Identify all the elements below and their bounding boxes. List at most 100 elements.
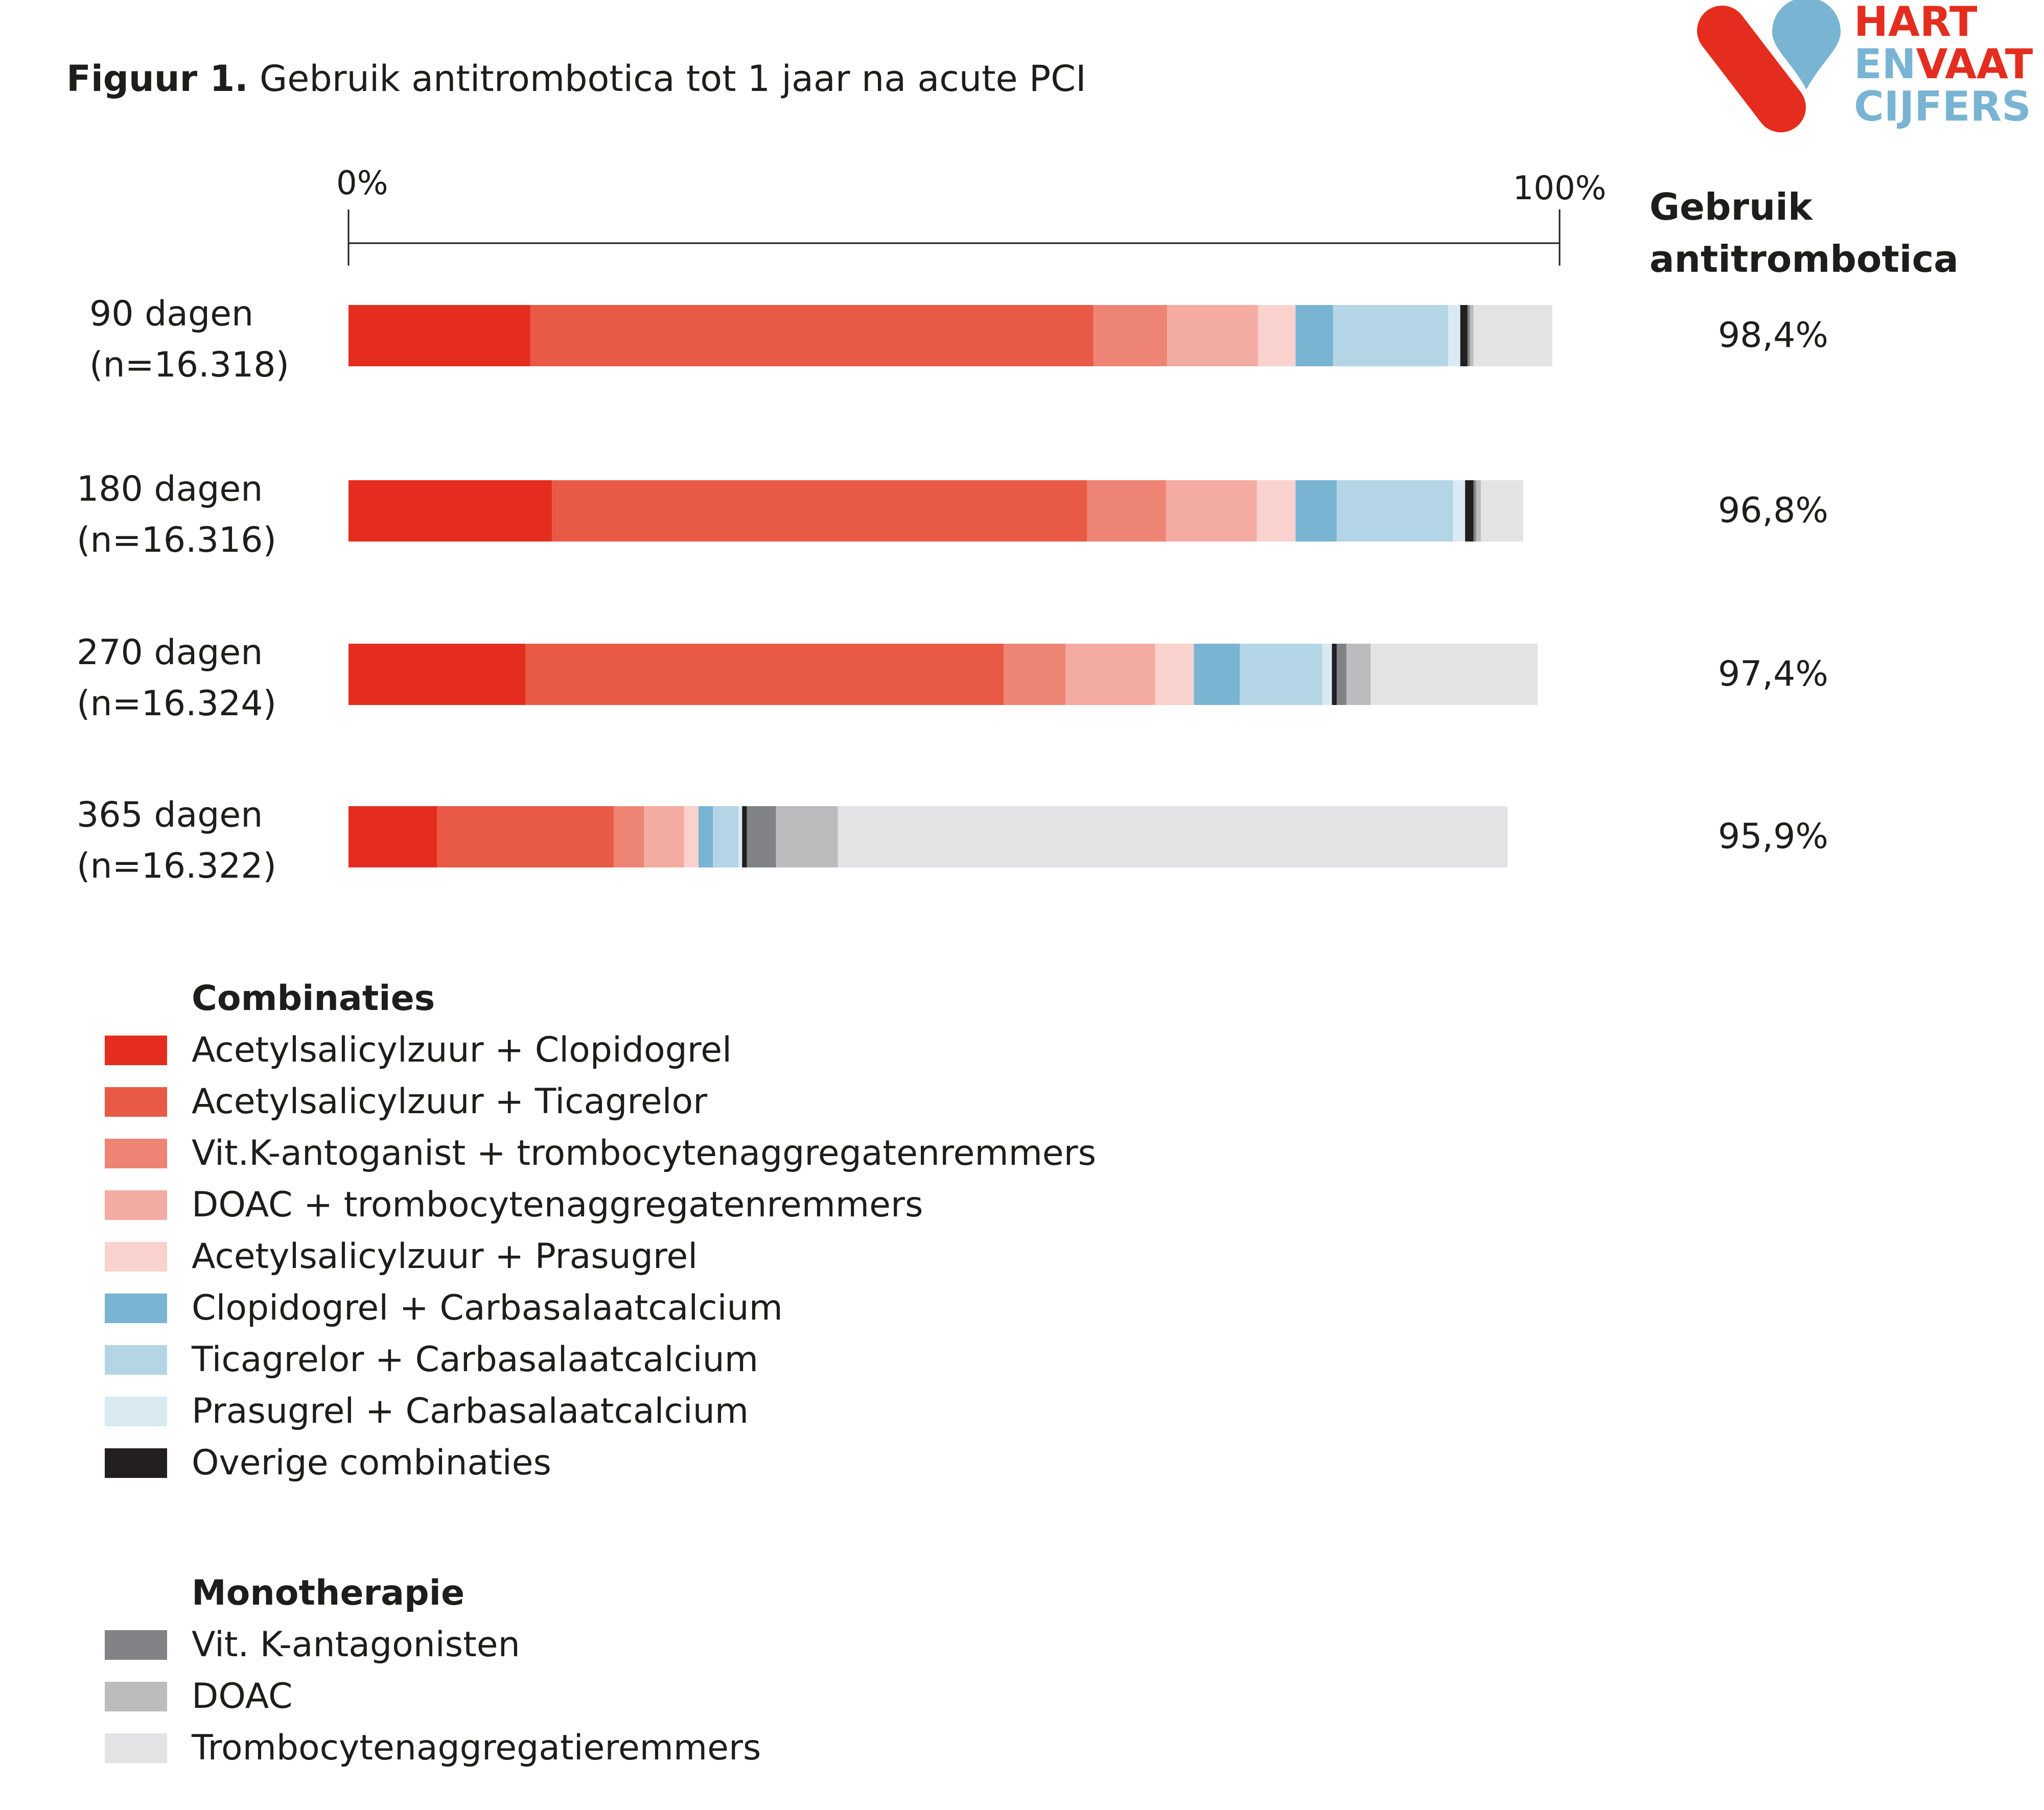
bar-segment-3-5 — [1155, 644, 1194, 705]
bar-segment-2-1 — [349, 480, 552, 542]
bar-segment-2-2 — [552, 480, 1087, 542]
bar-segment-1-10 — [1467, 305, 1470, 366]
bar-segment-2-12 — [1480, 480, 1523, 542]
legend-item: Acetylsalicylzuur + Clopidogrel — [105, 1024, 1096, 1076]
legend-group-monotherapie: Vit. K-antagonisten DOAC Trombocytenaggreg… — [105, 1619, 1096, 1774]
legend-swatch — [105, 1345, 167, 1375]
legend-swatch — [105, 1293, 167, 1323]
figure-number: Figuur 1. — [66, 58, 248, 100]
legend-heading-monotherapie: Monotherapie — [192, 1573, 465, 1613]
bar-segment-2-9 — [1465, 480, 1474, 542]
bar-segment-4-8 — [738, 806, 742, 867]
category-n-label: (n=16.316) — [77, 520, 276, 560]
hart-en-vaat-cijfers-logo: HART ENVAAT CIJFERS — [1697, 0, 2033, 132]
category-label: 90 dagen — [89, 294, 253, 334]
legend-swatch — [105, 1681, 167, 1711]
bar-segment-4-7 — [713, 806, 739, 867]
bar-segment-2-8 — [1453, 480, 1466, 542]
legend-swatch — [105, 1448, 167, 1478]
category-n-label: (n=16.318) — [89, 345, 289, 385]
bar-segment-3-11 — [1346, 644, 1371, 705]
bar-segment-1-11 — [1470, 305, 1474, 366]
category-label: 365 dagen — [77, 795, 263, 835]
figure-title: Figuur 1. Gebruik antitrombotica tot 1 j… — [66, 57, 1086, 100]
legend-swatch — [105, 1087, 167, 1117]
bar-segment-3-3 — [1004, 644, 1066, 705]
legend-swatch — [105, 1241, 167, 1272]
right-column-header-line1: Gebruik — [1650, 185, 1814, 228]
bar-segment-4-6 — [698, 806, 713, 867]
figure-caption: Gebruik antitrombotica tot 1 jaar na acu… — [248, 58, 1086, 100]
bar-segment-3-9 — [1332, 644, 1337, 705]
bar-segment-1-4 — [1167, 305, 1258, 366]
category-n-label: (n=16.322) — [77, 846, 276, 886]
legend-item: Acetylsalicylzuur + Prasugrel — [105, 1231, 1096, 1282]
bar-segment-1-5 — [1258, 305, 1296, 366]
bar-segment-3-1 — [349, 644, 526, 705]
total-usage-value: 97,4% — [1718, 654, 1828, 694]
bar-segment-1-12 — [1473, 305, 1552, 366]
legend-swatch — [105, 1138, 167, 1168]
chart-bars — [349, 305, 1552, 867]
axis-label-max: 100% — [1513, 170, 1607, 207]
legend-label: Trombocytenaggregatieremmers — [192, 1728, 761, 1768]
total-usage-value: 95,9% — [1718, 816, 1828, 857]
bar-segment-4-11 — [776, 806, 838, 867]
legend-item: Prasugrel + Carbasalaatcalcium — [105, 1385, 1096, 1437]
legend-item: Vit.K-antoganist + trombocytenaggregaten… — [105, 1127, 1096, 1179]
logo-text-cijfers: CIJFERS — [1854, 83, 2031, 130]
legend-label: Prasugrel + Carbasalaatcalcium — [192, 1391, 749, 1431]
bar-segment-1-1 — [349, 305, 530, 366]
bar-segment-2-10 — [1473, 480, 1476, 542]
legend-label: Overige combinaties — [192, 1443, 551, 1483]
bar-segment-4-4 — [644, 806, 684, 867]
bar-segment-3-8 — [1322, 644, 1332, 705]
legend-label: Acetylsalicylzuur + Prasugrel — [192, 1236, 698, 1277]
logo-text-vaat: VAAT — [1916, 40, 2033, 88]
legend-item: Vit. K-antagonisten — [105, 1619, 1096, 1671]
legend-swatch — [105, 1396, 167, 1426]
bar-segment-4-10 — [747, 806, 776, 867]
right-column-header-line2: antitrombotica — [1650, 238, 1959, 280]
legend-label: Vit. K-antagonisten — [192, 1625, 520, 1665]
category-label: 270 dagen — [77, 632, 263, 673]
bar-segment-3-4 — [1065, 644, 1155, 705]
bar-segment-2-5 — [1257, 480, 1296, 542]
bar-segment-3-12 — [1371, 644, 1538, 705]
logo-text-hart: HART — [1854, 0, 1978, 45]
legend-group-combinaties: Acetylsalicylzuur + Clopidogrel Acetylsal… — [105, 1024, 1096, 1489]
bar-segment-3-2 — [525, 644, 1004, 705]
bar-segment-2-4 — [1166, 480, 1257, 542]
legend-swatch — [105, 1190, 167, 1220]
total-usage-value: 98,4% — [1718, 315, 1828, 356]
bar-segment-3-10 — [1336, 644, 1346, 705]
chart-axis: 0% 100% — [336, 164, 1606, 266]
legend-swatch — [105, 1733, 167, 1763]
bar-segment-4-3 — [614, 806, 644, 867]
legend-label: Acetylsalicylzuur + Clopidogrel — [192, 1030, 732, 1070]
bar-segment-2-3 — [1087, 480, 1166, 542]
legend-item: DOAC + trombocytenaggregatenremmers — [105, 1179, 1096, 1231]
bar-segment-1-9 — [1460, 305, 1468, 366]
axis-label-min: 0% — [336, 164, 388, 202]
legend-swatch — [105, 1035, 167, 1065]
legend-label: Vit.K-antoganist + trombocytenaggregaten… — [192, 1133, 1097, 1173]
bar-segment-1-6 — [1295, 305, 1333, 366]
legend-swatch — [105, 1630, 167, 1660]
legend-item: Ticagrelor + Carbasalaatcalcium — [105, 1334, 1096, 1385]
bar-segment-4-9 — [742, 806, 747, 867]
legend-item: Overige combinaties — [105, 1437, 1096, 1489]
bar-segment-4-1 — [349, 806, 437, 867]
bar-segment-1-2 — [530, 305, 1094, 366]
bar-segment-1-8 — [1448, 305, 1460, 366]
total-usage-value: 96,8% — [1718, 490, 1828, 531]
bar-segment-1-3 — [1093, 305, 1168, 366]
bar-segment-2-6 — [1295, 480, 1337, 542]
logo-red-stroke — [1697, 6, 1806, 132]
bar-segment-2-7 — [1336, 480, 1453, 542]
logo-text-en: EN — [1854, 40, 1916, 88]
legend-item: Trombocytenaggregatieremmers — [105, 1722, 1096, 1774]
bar-segment-3-6 — [1194, 644, 1240, 705]
legend-item: DOAC — [105, 1671, 1096, 1722]
stacked-bar-chart: 0% 100% 90 dagen (n=16.318) 98,4% 180 dagen (… — [77, 164, 1959, 886]
